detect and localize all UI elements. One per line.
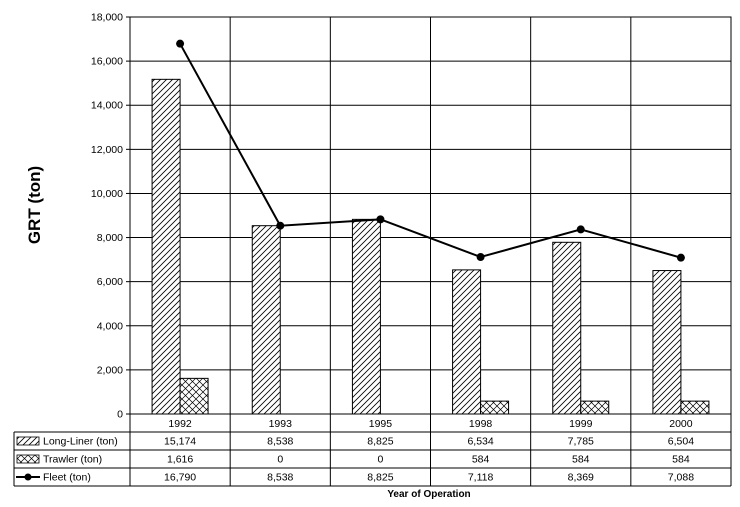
table-cell-value: 16,790 <box>164 472 196 484</box>
axis-layer: 0 2,000 4,000 6,000 8,000 10,000 12,000 14,000 1… <box>91 12 130 421</box>
bar-long-liner <box>151 78 181 415</box>
bar-trawler <box>179 377 209 415</box>
x-tick-label: 1992 <box>168 418 192 430</box>
table-cell-value: 0 <box>277 454 283 466</box>
bar-long-liner <box>552 241 582 415</box>
table-cell-value: 0 <box>377 454 383 466</box>
legend-entry: Trawler (ton) <box>43 454 102 466</box>
grid-layer <box>129 16 732 415</box>
table-cell-value: 6,534 <box>467 436 493 448</box>
y-tick-label: 2,000 <box>97 364 123 376</box>
legend-key-marker <box>24 473 32 481</box>
y-tick-label: 8,000 <box>97 232 123 244</box>
table-cell-value: 7,088 <box>668 472 694 484</box>
x-tick-label: 1995 <box>369 418 393 430</box>
fleet-point <box>276 221 285 230</box>
fleet-point <box>176 39 185 48</box>
x-tick-label: 2000 <box>669 418 693 430</box>
table-cell-value: 8,369 <box>568 472 594 484</box>
line-layer <box>176 39 685 262</box>
fleet-point <box>676 253 685 262</box>
fleet-point <box>476 253 485 262</box>
bar-long-liner <box>251 225 281 415</box>
legend-entry: Long-Liner (ton) <box>43 436 118 448</box>
table-cell-value: 584 <box>672 454 690 466</box>
table-cell-value: 6,504 <box>668 436 694 448</box>
data-table: 1992 1993 1995 1998 1999 2000 Long-Liner (ton)… <box>13 414 732 487</box>
y-tick-label: 10,000 <box>91 188 123 200</box>
x-axis-label: Year of Operation <box>387 489 470 500</box>
bar-long-liner <box>452 269 482 415</box>
y-tick-label: 14,000 <box>91 100 123 112</box>
table-cell-value: 8,825 <box>367 472 393 484</box>
bar-trawler <box>480 400 510 415</box>
legend-key <box>16 454 40 464</box>
table-cell-value: 7,118 <box>468 472 494 484</box>
y-tick-label: 6,000 <box>97 276 123 288</box>
x-tick-label: 1998 <box>469 418 493 430</box>
fleet-point <box>376 215 385 224</box>
table-cell-value: 8,538 <box>267 436 293 448</box>
y-tick-label: 16,000 <box>91 56 123 68</box>
table-cell-value: 7,785 <box>568 436 594 448</box>
x-tick-label: 1993 <box>269 418 293 430</box>
table-cell-value: 15,174 <box>164 436 196 448</box>
fleet-point <box>576 225 585 234</box>
bars-layer <box>151 78 710 415</box>
legend-entry: Fleet (ton) <box>43 472 91 484</box>
table-cell-value: 8,825 <box>367 436 393 448</box>
y-tick-label: 18,000 <box>91 12 123 24</box>
fleet-line <box>179 43 682 259</box>
x-tick-label: 1999 <box>569 418 593 430</box>
y-tick-label: 12,000 <box>91 144 123 156</box>
table-cell-value: 8,538 <box>267 472 293 484</box>
table-cell-value: 584 <box>472 454 490 466</box>
bar-trawler <box>580 400 610 415</box>
table-cell-value: 584 <box>572 454 590 466</box>
bar-long-liner <box>351 218 381 415</box>
bar-long-liner <box>652 270 682 415</box>
y-tick-label: 4,000 <box>97 320 123 332</box>
bar-trawler <box>680 400 710 415</box>
table-cell-value: 1,616 <box>167 454 193 466</box>
y-axis-label: GRT (ton) <box>25 166 44 244</box>
legend-key <box>16 436 40 446</box>
y-tick-label: 0 <box>117 409 123 421</box>
